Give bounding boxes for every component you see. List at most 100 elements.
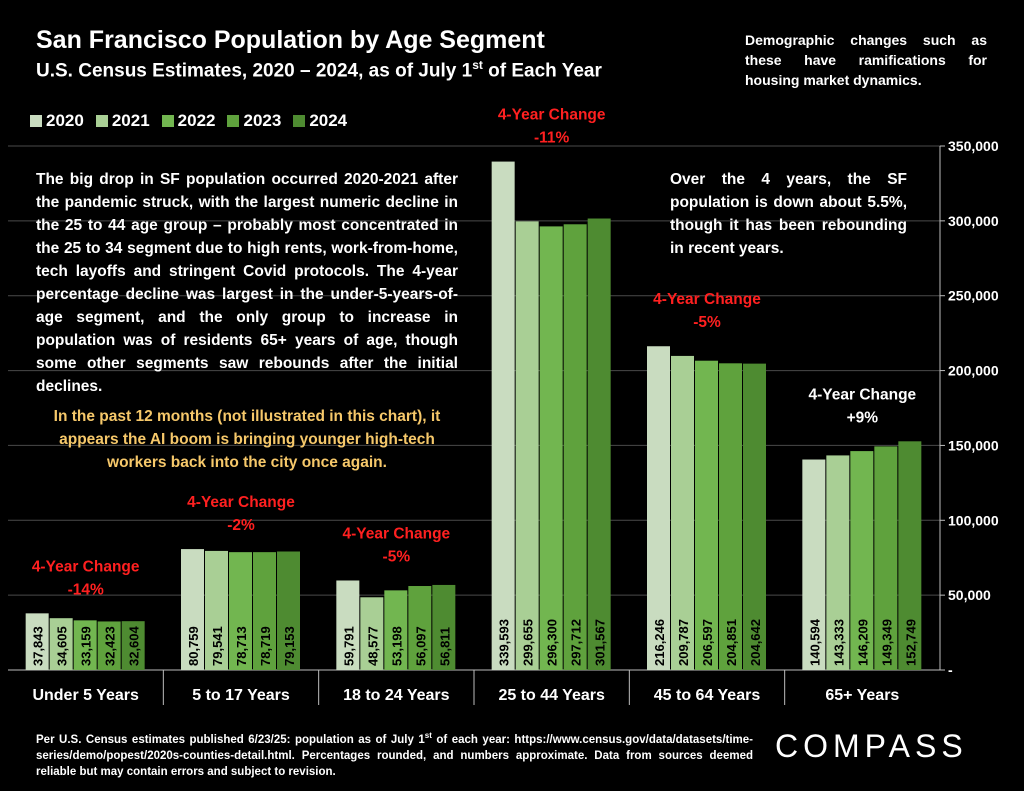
legend-swatch bbox=[30, 115, 42, 127]
bar bbox=[408, 586, 432, 670]
legend-label: 2023 bbox=[243, 111, 282, 130]
y-tick-label: - bbox=[948, 662, 953, 678]
bar-value-label: 209,787 bbox=[676, 619, 691, 666]
bar-value-label: 59,791 bbox=[341, 626, 356, 666]
bar bbox=[515, 221, 539, 670]
bar-value-label: 206,597 bbox=[700, 619, 715, 666]
bar bbox=[850, 451, 874, 670]
bar bbox=[874, 446, 898, 670]
bar-value-label: 301,567 bbox=[593, 619, 608, 666]
x-tick-label: 65+ Years bbox=[825, 687, 899, 704]
y-tick-label: 150,000 bbox=[948, 437, 999, 453]
subtitle-sup: st bbox=[472, 58, 483, 72]
bar bbox=[121, 621, 145, 670]
note-demographics: Demographic changes such as these have r… bbox=[745, 32, 987, 88]
footer-sup: st bbox=[424, 731, 432, 740]
bar bbox=[25, 613, 49, 670]
bar bbox=[647, 346, 670, 670]
x-tick-label: 45 to 64 Years bbox=[654, 687, 761, 704]
legend-item-2022: 2022 bbox=[161, 111, 216, 131]
bar bbox=[671, 355, 694, 670]
change-annotation-title: 4-Year Change bbox=[342, 525, 450, 542]
bar-value-label: 33,159 bbox=[79, 626, 94, 666]
bar-value-label: 297,712 bbox=[569, 619, 584, 666]
bar-value-label: 80,759 bbox=[186, 626, 201, 666]
legend-swatch bbox=[293, 115, 306, 127]
bar-value-label: 37,843 bbox=[31, 626, 46, 666]
bar-value-label: 146,209 bbox=[855, 619, 870, 666]
bar bbox=[205, 550, 228, 670]
subtitle-main: U.S. Census Estimates, 2020 – 2024, as o… bbox=[36, 60, 473, 82]
y-tick-label: 300,000 bbox=[948, 213, 999, 229]
legend-item-2024: 2024 bbox=[293, 111, 347, 131]
bar bbox=[695, 360, 718, 670]
bar bbox=[563, 224, 587, 671]
bar bbox=[229, 552, 252, 670]
legend-item-2021: 2021 bbox=[95, 111, 150, 131]
y-tick-label: 100,000 bbox=[948, 512, 999, 528]
legend-label: 2022 bbox=[177, 111, 216, 130]
legend-swatch bbox=[227, 115, 240, 127]
bar bbox=[336, 580, 360, 670]
bar-value-label: 339,593 bbox=[497, 619, 512, 666]
commentary-left: The big drop in SF population occurred 2… bbox=[36, 171, 458, 395]
change-annotation-value: -2% bbox=[227, 517, 255, 534]
bar bbox=[719, 363, 742, 670]
bar-value-label: 140,594 bbox=[807, 618, 822, 666]
bar bbox=[432, 584, 456, 670]
bar-value-label: 299,655 bbox=[521, 619, 536, 666]
change-annotation-title: 4-Year Change bbox=[653, 291, 761, 308]
commentary-right: Over the 4 years, the SF population is d… bbox=[670, 171, 907, 257]
bar-value-label: 53,198 bbox=[389, 626, 404, 666]
compass-logo: COMPASS bbox=[775, 728, 968, 764]
bar bbox=[384, 590, 408, 670]
x-tick-label: 25 to 44 Years bbox=[498, 687, 605, 704]
bar bbox=[539, 226, 563, 670]
y-tick-label: 250,000 bbox=[948, 288, 999, 304]
bar-value-label: 79,153 bbox=[282, 626, 297, 666]
legend-swatch bbox=[95, 115, 108, 127]
change-annotation-value: -11% bbox=[534, 130, 570, 147]
bar bbox=[49, 618, 73, 670]
bar bbox=[898, 441, 922, 670]
legend-item-2020: 2020 bbox=[30, 111, 84, 131]
change-annotation-title: 4-Year Change bbox=[498, 107, 606, 124]
bar-value-label: 149,349 bbox=[879, 619, 894, 666]
legend-swatch bbox=[161, 115, 174, 127]
bar bbox=[743, 363, 766, 670]
bar-value-label: 78,719 bbox=[258, 626, 273, 666]
x-tick-label: 5 to 17 Years bbox=[192, 687, 290, 704]
change-annotation-value: -5% bbox=[693, 314, 721, 331]
bar-value-label: 152,749 bbox=[903, 619, 918, 666]
bar-value-label: 204,851 bbox=[724, 619, 739, 666]
legend: 2020 2021 2022 2023 2024 bbox=[30, 111, 347, 131]
footer-part1: Per U.S. Census estimates published 6/23… bbox=[36, 733, 425, 746]
bar-value-label: 56,811 bbox=[437, 627, 452, 666]
bar bbox=[360, 597, 384, 670]
bar-value-label: 78,713 bbox=[234, 626, 249, 666]
bar bbox=[73, 620, 97, 670]
change-annotation-title: 4-Year Change bbox=[187, 494, 295, 511]
x-tick-label: 18 to 24 Years bbox=[343, 687, 450, 704]
bar-value-label: 143,333 bbox=[831, 619, 846, 666]
legend-item-2023: 2023 bbox=[227, 111, 281, 131]
bar-value-label: 296,300 bbox=[545, 619, 560, 666]
bar bbox=[587, 218, 611, 671]
subtitle-tail: of Each Year bbox=[482, 60, 602, 82]
y-tick-label: 50,000 bbox=[948, 587, 991, 603]
bar bbox=[802, 459, 826, 670]
bar-value-label: 204,642 bbox=[748, 619, 763, 666]
bar-value-label: 216,246 bbox=[652, 619, 667, 666]
commentary-ai: In the past 12 months (not illustrated i… bbox=[53, 408, 441, 471]
bar-value-label: 48,577 bbox=[365, 626, 380, 666]
bar bbox=[491, 161, 515, 671]
footer-part2: of each year: https://www.census.gov/dat… bbox=[36, 733, 753, 778]
change-annotation-title: 4-Year Change bbox=[32, 558, 140, 575]
chart-subtitle: U.S. Census Estimates, 2020 – 2024, as o… bbox=[36, 58, 602, 82]
change-annotation-value: +9% bbox=[847, 409, 879, 426]
legend-label: 2024 bbox=[309, 111, 348, 130]
x-tick-label: Under 5 Years bbox=[32, 687, 139, 704]
bar-value-label: 56,097 bbox=[413, 626, 428, 666]
bar-value-label: 32,423 bbox=[103, 626, 118, 666]
